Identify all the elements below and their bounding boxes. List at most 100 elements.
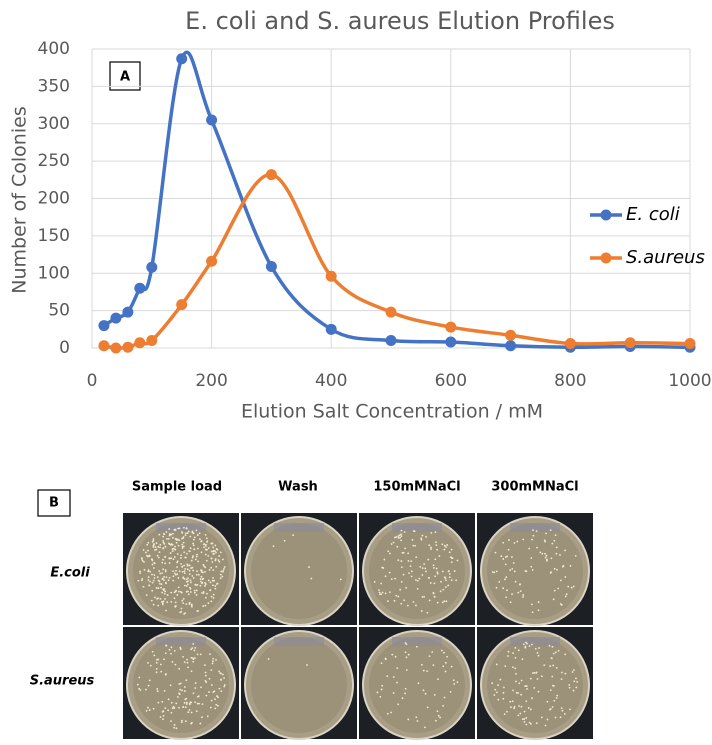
colony <box>212 546 214 548</box>
colony <box>518 649 520 651</box>
colony <box>435 544 437 546</box>
colony <box>201 540 203 542</box>
colony <box>163 542 165 544</box>
colony <box>170 592 172 594</box>
colony <box>424 568 426 570</box>
colony <box>184 661 186 663</box>
colony <box>381 685 383 687</box>
colony <box>422 596 424 598</box>
colony <box>160 664 162 666</box>
colony <box>423 563 425 565</box>
colony <box>174 605 176 607</box>
colony <box>217 696 219 698</box>
colony <box>417 580 419 582</box>
colony <box>380 593 382 595</box>
colony <box>146 544 148 546</box>
plate-label <box>274 523 324 532</box>
colony <box>165 571 167 573</box>
colony <box>192 557 194 559</box>
colony <box>153 604 155 606</box>
colony <box>172 533 174 535</box>
legend-marker <box>601 210 612 221</box>
colony <box>408 572 410 574</box>
colony <box>441 543 443 545</box>
colony <box>522 539 524 541</box>
colony <box>532 569 534 571</box>
colony <box>161 572 163 574</box>
colony <box>153 562 155 564</box>
colony <box>181 531 183 533</box>
colony <box>523 718 525 720</box>
colony <box>496 691 498 693</box>
colony <box>162 578 164 580</box>
colony <box>165 673 167 675</box>
colony <box>151 574 153 576</box>
colony <box>146 710 148 712</box>
colony <box>222 571 224 573</box>
colony <box>183 551 185 553</box>
x-tick-label: 200 <box>195 371 227 391</box>
colony <box>185 532 187 534</box>
colony <box>449 573 451 575</box>
colony <box>189 709 191 711</box>
colony <box>174 529 176 531</box>
colony <box>400 533 402 535</box>
plate-label <box>274 637 324 646</box>
data-point <box>326 271 337 282</box>
colony <box>191 560 193 562</box>
colony <box>145 689 147 691</box>
colony <box>394 578 396 580</box>
colony <box>214 585 216 587</box>
colony <box>161 562 163 564</box>
colony <box>404 531 406 533</box>
data-point <box>122 307 133 318</box>
colony <box>176 573 178 575</box>
colony <box>174 724 176 726</box>
colony <box>531 644 533 646</box>
colony <box>168 698 170 700</box>
colony <box>148 569 150 571</box>
colony <box>192 657 194 659</box>
colony <box>194 687 196 689</box>
data-point <box>110 343 121 354</box>
colony <box>153 538 155 540</box>
colony <box>498 581 500 583</box>
agar <box>369 523 465 619</box>
colony <box>192 661 194 663</box>
colony <box>157 576 159 578</box>
colony <box>169 562 171 564</box>
colony <box>172 570 174 572</box>
plate-label <box>156 523 206 532</box>
colony <box>539 551 541 553</box>
colony <box>175 570 177 572</box>
colony <box>292 534 294 536</box>
colony <box>447 585 449 587</box>
colony <box>559 554 561 556</box>
colony <box>396 682 398 684</box>
colony <box>157 546 159 548</box>
colony <box>525 700 527 702</box>
colony <box>182 537 184 539</box>
y-tick-label: 350 <box>38 76 70 96</box>
data-point <box>134 337 145 348</box>
colony <box>201 551 203 553</box>
colony <box>405 688 407 690</box>
colony <box>396 667 398 669</box>
colony <box>220 574 222 576</box>
colony <box>502 698 504 700</box>
colony <box>436 568 438 570</box>
colony <box>170 601 172 603</box>
colony <box>148 585 150 587</box>
colony <box>405 651 407 653</box>
colony <box>218 555 220 557</box>
colony <box>152 564 154 566</box>
colony <box>425 536 427 538</box>
colony <box>211 561 213 563</box>
colony <box>206 537 208 539</box>
colony <box>171 702 173 704</box>
colony <box>389 572 391 574</box>
colony <box>156 662 158 664</box>
colony <box>188 550 190 552</box>
colony <box>437 571 439 573</box>
colony <box>178 577 180 579</box>
